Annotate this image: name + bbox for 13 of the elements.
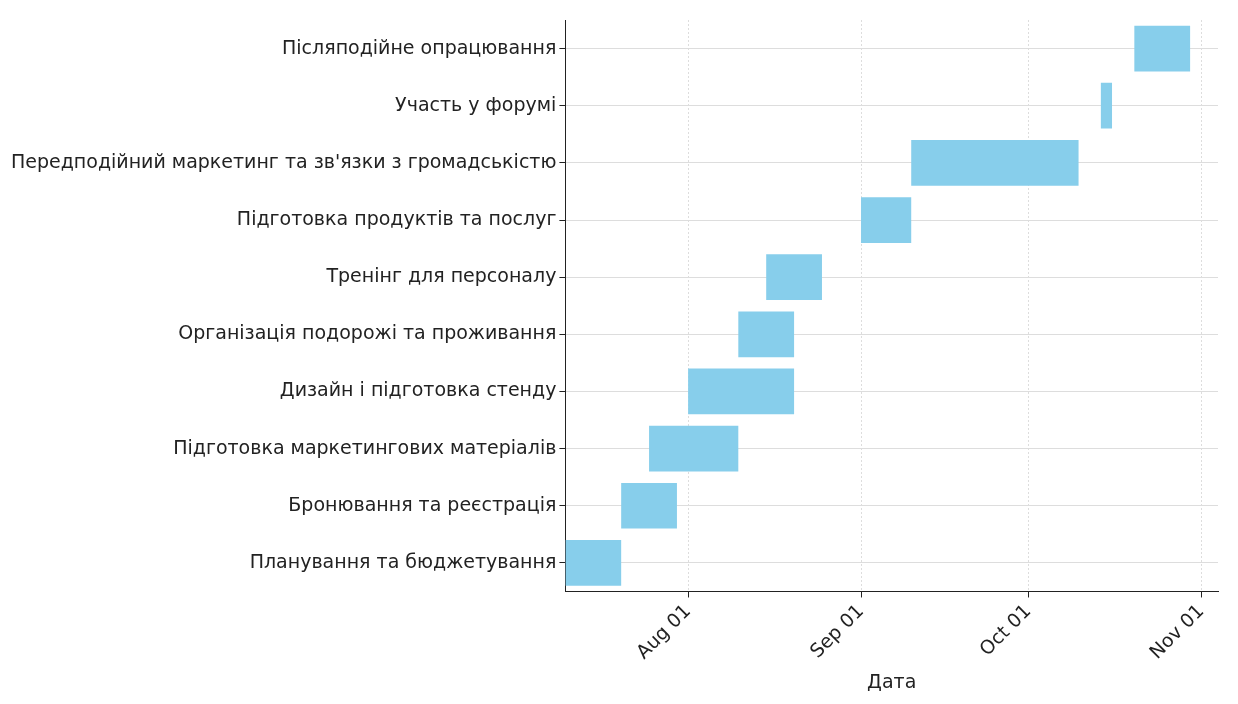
y-tick-label: Підготовка продуктів та послуг	[236, 206, 557, 229]
y-tick-label: Планування та бюджетування	[249, 549, 557, 572]
y-tick-label: Організація подорожі та проживання	[178, 321, 557, 344]
y-tick-label: Післяподійне опрацювання	[282, 35, 557, 58]
y-tick-label: Тренінг для персоналу	[325, 264, 557, 287]
x-tick-label: Oct 01	[974, 599, 1035, 660]
x-axis-title: Дата	[867, 669, 917, 692]
y-tick-label: Дизайн і підготовка стенду	[279, 378, 557, 401]
y-tick-label: Передподійний маркетинг та зв'язки з громадськістю	[10, 149, 557, 172]
x-tick-label: Sep 01	[805, 599, 868, 662]
y-tick-label: Бронювання та реєстрація	[288, 492, 557, 515]
y-tick-label: Участь у форумі	[395, 92, 557, 115]
y-tick-label: Підготовка маркетингових матеріалів	[173, 435, 557, 458]
